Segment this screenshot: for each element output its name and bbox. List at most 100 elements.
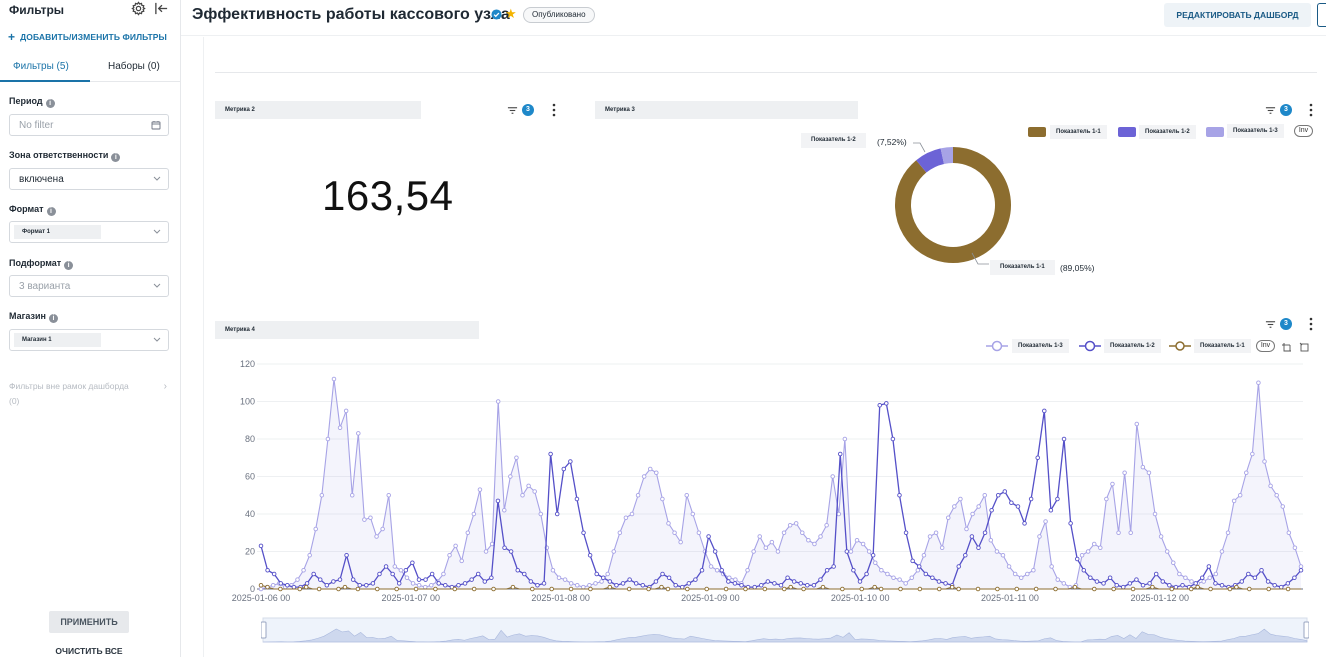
add-filters-button[interactable]: + ДОБАВИТЬ/ИЗМЕНИТЬ ФИЛЬТРЫ <box>8 30 167 44</box>
verified-icon <box>491 9 502 20</box>
data-point <box>1280 504 1286 509</box>
data-point <box>489 541 495 547</box>
kebab-menu-icon[interactable] <box>1308 317 1314 331</box>
data-point <box>1022 521 1027 526</box>
data-point <box>666 521 671 526</box>
zoom-handle-right[interactable] <box>1303 621 1309 639</box>
info-icon[interactable]: i <box>111 153 121 162</box>
y-tick-label: 40 <box>245 509 255 519</box>
data-point <box>258 543 264 549</box>
data-point <box>673 583 678 588</box>
legend-label-s1[interactable]: Показатель 1-1 <box>1194 339 1251 353</box>
format-select[interactable]: Формат 1 <box>9 221 169 243</box>
donut-slice-3[interactable] <box>940 147 954 165</box>
zoom-select-icon[interactable] <box>1281 342 1292 353</box>
tab-sets[interactable]: Наборы (0) <box>108 61 160 72</box>
calendar-icon[interactable] <box>151 120 161 130</box>
data-point <box>1074 556 1080 562</box>
data-point <box>1116 530 1121 536</box>
legend-marker-s3[interactable] <box>986 340 1008 352</box>
collapse-sidebar-icon[interactable] <box>154 1 169 16</box>
gear-icon[interactable] <box>131 1 146 16</box>
data-point <box>812 541 817 547</box>
zone-select[interactable]: включена <box>9 168 169 190</box>
data-point <box>556 575 562 581</box>
info-icon[interactable]: i <box>46 207 56 216</box>
donut-slice-1[interactable] <box>895 147 1011 263</box>
status-badge: Опубликовано <box>523 7 595 23</box>
data-point <box>988 538 994 543</box>
kebab-menu-icon[interactable] <box>1308 103 1314 117</box>
data-point <box>1298 564 1304 569</box>
apply-button[interactable]: ПРИМЕНИТЬ <box>49 611 129 633</box>
invert-legend-button[interactable]: Inv <box>1294 125 1313 137</box>
data-point <box>848 549 854 554</box>
info-icon[interactable]: i <box>45 99 55 108</box>
data-point <box>798 581 803 586</box>
legend-marker-s2[interactable] <box>1079 340 1101 352</box>
data-point <box>1272 583 1277 588</box>
data-point <box>620 581 626 586</box>
metric4-filter-indicator[interactable]: 3 <box>1265 318 1295 332</box>
data-point <box>1061 581 1067 586</box>
data-point <box>818 534 823 539</box>
store-select[interactable]: Магазин 1 <box>9 329 169 351</box>
zoom-reset-icon[interactable] <box>1299 342 1310 353</box>
data-point <box>1259 568 1264 573</box>
data-point <box>1081 568 1087 573</box>
data-point <box>943 581 948 586</box>
legend-label-s3[interactable]: Показатель 1-3 <box>1227 124 1284 138</box>
subformat-label-text: Подформат <box>9 258 62 268</box>
chart-zoom-slider[interactable] <box>261 617 1309 644</box>
legend-label-s3[interactable]: Показатель 1-3 <box>1012 339 1069 353</box>
info-icon[interactable]: i <box>48 314 58 323</box>
more-actions-button[interactable] <box>1317 3 1326 27</box>
store-tag[interactable]: Магазин 1 <box>14 333 101 347</box>
subformat-select[interactable]: 3 варианта <box>9 275 169 297</box>
data-point <box>510 584 516 590</box>
data-point <box>635 493 641 498</box>
data-point <box>508 549 514 554</box>
format-tag[interactable]: Формат 1 <box>14 225 101 239</box>
data-point <box>562 577 568 582</box>
edit-dashboard-button[interactable]: РЕДАКТИРОВАТЬ ДАШБОРД <box>1164 3 1311 27</box>
data-point <box>970 511 975 517</box>
sidebar-header: Фильтры <box>9 1 174 18</box>
donut-slice-2[interactable] <box>916 148 945 173</box>
data-point <box>285 583 290 588</box>
outside-filters-link[interactable]: Фильтры вне рамок дашборда (0) › <box>9 379 169 409</box>
favorite-star-icon[interactable]: ★ <box>505 6 517 21</box>
data-point <box>704 586 709 592</box>
legend-swatch-s3[interactable] <box>1206 127 1224 137</box>
data-point <box>548 451 553 457</box>
invert-legend-button[interactable]: Inv <box>1256 340 1275 352</box>
data-point <box>641 474 647 479</box>
clear-all-button[interactable]: ОЧИСТИТЬ ВСЕ <box>55 646 123 656</box>
data-point <box>599 579 604 584</box>
data-point <box>1094 579 1100 584</box>
data-point <box>719 568 725 573</box>
data-point <box>1012 571 1018 577</box>
legend-label-s2[interactable]: Показатель 1-2 <box>1104 339 1161 353</box>
data-point <box>1286 530 1292 536</box>
chevron-right-icon: › <box>163 381 167 392</box>
data-point <box>554 511 560 517</box>
info-icon[interactable]: i <box>64 261 74 270</box>
legend-swatch-s2[interactable] <box>1118 127 1136 137</box>
legend-swatch-s1[interactable] <box>1028 127 1046 137</box>
zoom-handle-left[interactable] <box>261 621 267 639</box>
data-point <box>916 564 922 569</box>
legend-label-s1[interactable]: Показатель 1-1 <box>1050 125 1107 139</box>
data-point <box>413 586 419 592</box>
metric2-filter-indicator[interactable]: 3 <box>507 104 537 118</box>
data-point <box>324 583 330 588</box>
legend-label-s2[interactable]: Показатель 1-2 <box>1139 125 1196 139</box>
legend-marker-s1[interactable] <box>1169 340 1191 352</box>
data-point <box>787 523 793 528</box>
tab-filters[interactable]: Фильтры (5) <box>13 61 69 72</box>
data-point <box>891 575 896 581</box>
period-input[interactable]: No filter <box>9 114 169 136</box>
kebab-menu-icon[interactable] <box>551 103 557 117</box>
data-point <box>626 586 632 592</box>
metric3-filter-indicator[interactable]: 3 <box>1265 104 1295 118</box>
